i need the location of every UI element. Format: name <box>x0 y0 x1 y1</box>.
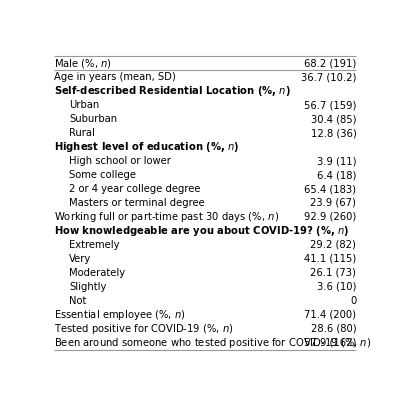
Text: Highest level of education (%, $n$): Highest level of education (%, $n$) <box>54 140 239 154</box>
Text: How knowledgeable are you about COVID-19? (%, $n$): How knowledgeable are you about COVID-19… <box>54 224 349 238</box>
Text: Been around someone who tested positive for COVID-19 (%, $n$): Been around someone who tested positive … <box>54 336 371 349</box>
Text: 57.9 (162): 57.9 (162) <box>304 338 356 347</box>
Text: 28.6 (80): 28.6 (80) <box>311 324 356 334</box>
Text: 12.8 (36): 12.8 (36) <box>310 128 356 138</box>
Text: Extremely: Extremely <box>69 240 120 250</box>
Text: 6.4 (18): 6.4 (18) <box>317 170 356 180</box>
Text: 3.6 (10): 3.6 (10) <box>317 282 356 292</box>
Text: 29.2 (82): 29.2 (82) <box>310 240 356 250</box>
Text: Rural: Rural <box>69 128 95 138</box>
Text: Male (%, $n$): Male (%, $n$) <box>54 57 112 70</box>
Text: 23.9 (67): 23.9 (67) <box>310 198 356 208</box>
Text: 26.1 (73): 26.1 (73) <box>310 268 356 278</box>
Text: Some college: Some college <box>69 170 136 180</box>
Text: Tested positive for COVID-19 (%, $n$): Tested positive for COVID-19 (%, $n$) <box>54 322 233 336</box>
Text: Self-described Residential Location (%, $n$): Self-described Residential Location (%, … <box>54 84 291 98</box>
Text: 2 or 4 year college degree: 2 or 4 year college degree <box>69 184 201 194</box>
Text: Not: Not <box>69 296 86 306</box>
Text: 71.4 (200): 71.4 (200) <box>304 310 356 320</box>
Text: Essential employee (%, $n$): Essential employee (%, $n$) <box>54 308 186 322</box>
Text: Slightly: Slightly <box>69 282 106 292</box>
Text: Urban: Urban <box>69 100 100 110</box>
Text: Suburban: Suburban <box>69 114 117 124</box>
Text: Very: Very <box>69 254 92 264</box>
Text: Working full or part-time past 30 days (%, $n$): Working full or part-time past 30 days (… <box>54 210 279 224</box>
Text: 68.2 (191): 68.2 (191) <box>304 59 356 68</box>
Text: Moderately: Moderately <box>69 268 125 278</box>
Text: 56.7 (159): 56.7 (159) <box>304 100 356 110</box>
Text: High school or lower: High school or lower <box>69 156 171 166</box>
Text: 36.7 (10.2): 36.7 (10.2) <box>301 72 356 82</box>
Text: 65.4 (183): 65.4 (183) <box>304 184 356 194</box>
Text: 41.1 (115): 41.1 (115) <box>304 254 356 264</box>
Text: 3.9 (11): 3.9 (11) <box>317 156 356 166</box>
Text: 92.9 (260): 92.9 (260) <box>304 212 356 222</box>
Text: 30.4 (85): 30.4 (85) <box>311 114 356 124</box>
Text: Masters or terminal degree: Masters or terminal degree <box>69 198 205 208</box>
Text: Age in years (mean, SD): Age in years (mean, SD) <box>54 72 176 82</box>
Text: 0: 0 <box>350 296 356 306</box>
